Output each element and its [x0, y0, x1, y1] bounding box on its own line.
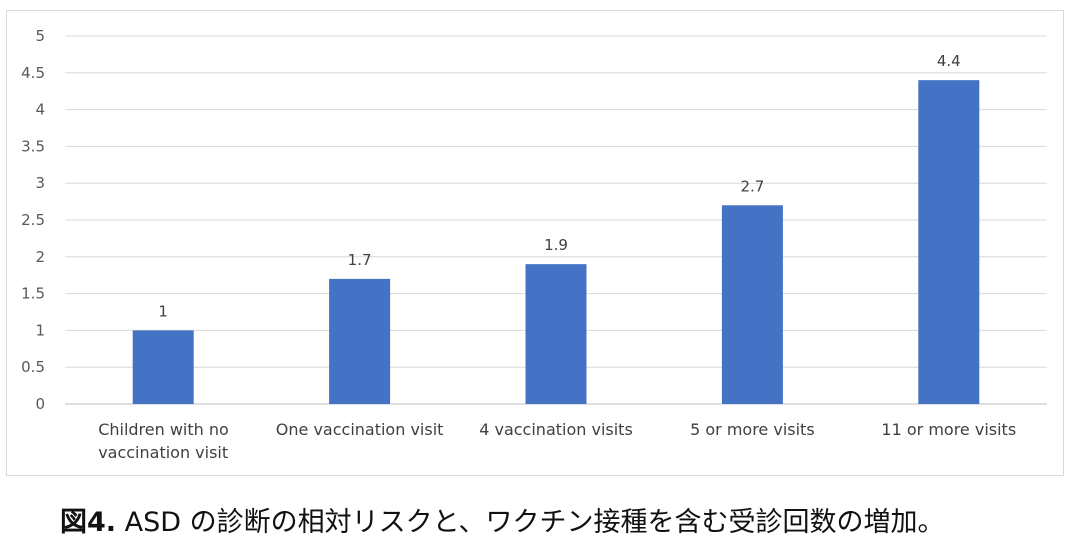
figure-label: 図4. — [60, 507, 117, 538]
y-tick-label: 1 — [35, 321, 45, 339]
y-tick-label: 3.5 — [21, 137, 45, 155]
x-category-label: 5 or more visits — [690, 420, 815, 439]
x-category-label: 4 vaccination visits — [479, 420, 633, 439]
x-category-label-line: vaccination visit — [98, 443, 228, 462]
x-category-label-line: One vaccination visit — [276, 420, 444, 439]
caption-text: ASD の診断の相対リスクと、ワクチン接種を含む受診回数の増加。 — [116, 507, 945, 538]
y-tick-label: 4.5 — [21, 64, 45, 82]
x-category-label: Children with no vaccination visit — [98, 420, 229, 462]
bar — [918, 80, 980, 404]
y-tick-label: 2 — [35, 248, 45, 266]
y-tick-label: 4 — [35, 101, 45, 119]
y-tick-label: 0 — [35, 395, 45, 413]
y-tick-label: 5 — [35, 27, 45, 45]
bar — [132, 330, 194, 404]
bar — [329, 278, 391, 404]
data-label: 1.9 — [544, 236, 568, 254]
x-category-label: One vaccination visit — [276, 420, 444, 439]
chart-frame: 0 0.5 1 1.5 2 2.5 3 3.5 4 4.5 5 1 Children with no va… — [6, 10, 1064, 476]
x-category-label-line: 4 vaccination visits — [479, 420, 633, 439]
y-tick-label: 0.5 — [21, 358, 45, 376]
x-category-label: 11 or more visits — [881, 420, 1016, 439]
bar — [721, 205, 783, 404]
y-tick-label: 2.5 — [21, 211, 45, 229]
y-tick-label: 3 — [35, 174, 45, 192]
data-label: 1 — [158, 302, 168, 320]
bar — [525, 264, 587, 404]
x-category-label-line: 11 or more visits — [881, 420, 1016, 439]
x-category-label-line: Children with no — [98, 420, 229, 439]
data-label: 1.7 — [348, 251, 372, 269]
y-tick-label: 1.5 — [21, 285, 45, 303]
x-category-label-line: 5 or more visits — [690, 420, 815, 439]
figure-caption: 図4. ASD の診断の相対リスクと、ワクチン接種を含む受診回数の増加。 — [60, 506, 1060, 540]
data-label: 2.7 — [740, 177, 764, 195]
bar-chart: 0 0.5 1 1.5 2 2.5 3 3.5 4 4.5 5 1 Children with no va… — [21, 27, 1047, 462]
data-label: 4.4 — [937, 52, 961, 70]
